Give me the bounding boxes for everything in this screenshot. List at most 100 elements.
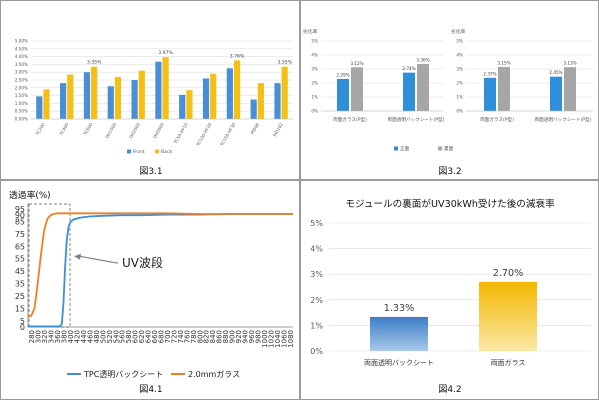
x-tick-label: 820 bbox=[203, 330, 211, 343]
legend-swatch-front bbox=[127, 149, 131, 154]
y-tick-label: 0.00% bbox=[15, 117, 28, 122]
legend-label-back: Back bbox=[161, 149, 172, 155]
data-label: 2.70% bbox=[493, 268, 523, 279]
x-tick-label: TC200 bbox=[34, 122, 46, 137]
x-tick-label: 600 bbox=[132, 330, 140, 343]
data-label: 2.74% bbox=[402, 66, 415, 71]
legend-swatch-back bbox=[438, 146, 442, 151]
y-axis-title: 劣化率 bbox=[303, 28, 318, 35]
x-tick-label: TC600 bbox=[82, 122, 94, 137]
y-tick-label: 3.50% bbox=[15, 62, 28, 67]
bar-back bbox=[281, 66, 288, 119]
data-label: 3.97% bbox=[158, 50, 173, 56]
bar-front bbox=[60, 83, 67, 119]
x-tick-label: 両面透明バックシート(P型) bbox=[535, 116, 592, 123]
y-tick-label: 35 bbox=[15, 280, 25, 289]
x-tick-label: 480 bbox=[93, 330, 101, 343]
x-tick-label: 1020 bbox=[267, 330, 275, 348]
y-tick-label: 55 bbox=[15, 255, 25, 264]
x-tick-label: 両面ガラス bbox=[491, 358, 526, 367]
y-tick-label: 1.00% bbox=[15, 101, 28, 106]
x-tick-label: 1060 bbox=[280, 330, 288, 348]
x-tick-label: 660 bbox=[151, 330, 159, 343]
x-tick-label: 両面透明バックシート bbox=[364, 359, 434, 367]
data-label: 3.15% bbox=[497, 60, 510, 65]
x-tick-label: 840 bbox=[209, 330, 217, 343]
x-tick-label: 400 bbox=[67, 330, 75, 343]
x-tick-label: 両面ガラス(P型) bbox=[480, 116, 514, 123]
caption-fig-4-1: 図4.1 bbox=[139, 384, 162, 395]
y-tick-label: 25 bbox=[15, 292, 25, 301]
x-tick-label: 360 bbox=[54, 330, 62, 343]
x-tick-label: 860 bbox=[216, 330, 224, 343]
x-tick-label: 両面透明バックシート(P型) bbox=[388, 116, 445, 123]
bar-front bbox=[274, 83, 281, 119]
y-tick-label: 90 bbox=[15, 211, 25, 220]
y-tick-label: 4.00% bbox=[15, 54, 28, 59]
bar-front bbox=[337, 78, 349, 111]
bar-front bbox=[155, 61, 162, 119]
legend-label-back: 裏面 bbox=[444, 145, 454, 152]
x-tick-label: PID96 bbox=[250, 122, 261, 135]
legend-label-tpc: TPC透明バックシート bbox=[83, 370, 163, 379]
x-tick-label: 640 bbox=[145, 330, 153, 343]
x-tick-label: 1000 bbox=[261, 330, 269, 348]
x-tick-label: DH1000 bbox=[104, 122, 117, 140]
legend-swatch-back bbox=[155, 149, 159, 154]
x-tick-label: 500 bbox=[99, 330, 107, 343]
y-tick-label: 4.50% bbox=[15, 46, 28, 51]
legend-label-front: 正面 bbox=[400, 146, 410, 152]
series-line-glass bbox=[27, 212, 293, 318]
caption-fig-3-2: 図3.2 bbox=[438, 166, 461, 177]
caption-fig-3-1: 図3.1 bbox=[139, 166, 162, 177]
x-tick-label: 700 bbox=[164, 330, 172, 343]
x-tick-label: 620 bbox=[138, 330, 146, 343]
x-tick-label: 340 bbox=[48, 330, 56, 343]
x-tick-label: 800 bbox=[196, 330, 204, 343]
panel-fig-4-2: 図4.2 モジュールの裏面がUV30kWh受けた後の減衰率 0% 1% 2% 3% 4% 5… bbox=[300, 180, 599, 400]
chart-title: モジュールの裏面がUV30kWh受けた後の減衰率 bbox=[345, 198, 555, 210]
chart-fig-3-2: 図3.2 劣化率 0% 1% 2% 3% 4% 5% 2.29% 3.12% 両面ガラス(P型) 2… bbox=[303, 28, 593, 177]
x-tick-label: 440 bbox=[80, 330, 88, 343]
y-tick-label: 95 bbox=[15, 205, 25, 214]
bar-front bbox=[131, 80, 138, 119]
x-tick-label: TC50-HF10 bbox=[172, 122, 188, 146]
x-tick-label: 940 bbox=[242, 330, 250, 343]
x-tick-label: 760 bbox=[183, 330, 191, 343]
data-label: 2.37% bbox=[483, 71, 496, 76]
x-tick-label: 460 bbox=[86, 330, 94, 343]
x-tick-label: 380 bbox=[61, 330, 69, 343]
y-tick-label: 15 bbox=[15, 304, 25, 313]
data-label: 2.45% bbox=[549, 70, 562, 75]
x-tick-label: 720 bbox=[170, 330, 178, 343]
bar-double-glass bbox=[479, 281, 537, 351]
data-label: 3.76% bbox=[230, 53, 245, 59]
x-tick-label: 300 bbox=[35, 330, 43, 343]
legend-swatch-front bbox=[394, 146, 398, 151]
x-tick-label: 900 bbox=[229, 330, 237, 343]
y-tick-label: 0% bbox=[456, 109, 463, 114]
x-tick-label: 740 bbox=[177, 330, 185, 343]
annotation-label: UV波段 bbox=[122, 255, 163, 270]
bar-back bbox=[162, 57, 169, 119]
x-tick-label: 920 bbox=[235, 330, 243, 343]
uv-region-box bbox=[28, 203, 71, 328]
caption-fig-4-2: 図4.2 bbox=[438, 384, 461, 395]
bar-front bbox=[83, 72, 91, 119]
bar-back bbox=[210, 73, 217, 119]
y-tick-label: 3.00% bbox=[15, 70, 28, 75]
bar-back bbox=[67, 74, 74, 119]
bar-back bbox=[114, 76, 122, 119]
annotation-arrow bbox=[78, 255, 119, 264]
bar-back bbox=[351, 67, 363, 111]
y-tick-label: 5% bbox=[456, 39, 463, 44]
bar-back bbox=[91, 66, 98, 119]
x-tick-label: 320 bbox=[41, 330, 49, 343]
x-tick-label: 980 bbox=[254, 330, 262, 343]
y-tick-label: 5.00% bbox=[15, 39, 28, 44]
x-tick-label: 780 bbox=[190, 330, 198, 343]
bar-front bbox=[202, 78, 210, 119]
y-tick-label: 45 bbox=[15, 267, 25, 276]
chart-fig-4-1: 図4.1 透過率(%)05152535455565758590952803003… bbox=[9, 189, 295, 395]
y-tick-label: 3% bbox=[311, 67, 318, 72]
